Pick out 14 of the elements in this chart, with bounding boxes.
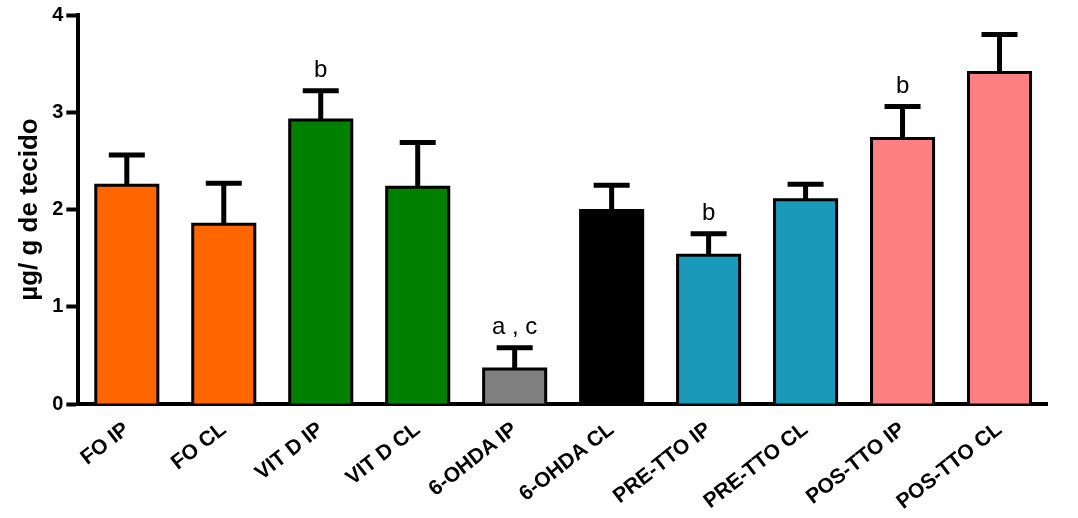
annotation: b bbox=[895, 71, 910, 99]
annotation: a , c bbox=[492, 312, 538, 340]
y-tick-label: 1 bbox=[52, 294, 64, 317]
annotation: b bbox=[701, 198, 716, 226]
y-axis-title: µg/ g de tecido bbox=[12, 118, 43, 301]
x-tick-label: VIT D IP bbox=[250, 416, 327, 484]
x-tick-label: VIT D CL bbox=[340, 416, 424, 489]
x-tick-label: FO CL bbox=[166, 416, 230, 474]
annotation: b bbox=[314, 55, 328, 83]
y-tick-label: 0 bbox=[52, 391, 64, 414]
y-tick-label: 3 bbox=[52, 99, 64, 122]
y-tick-label: 4 bbox=[52, 2, 65, 25]
y-tick-label: 2 bbox=[52, 197, 64, 220]
x-tick-label: FO IP bbox=[75, 416, 133, 469]
